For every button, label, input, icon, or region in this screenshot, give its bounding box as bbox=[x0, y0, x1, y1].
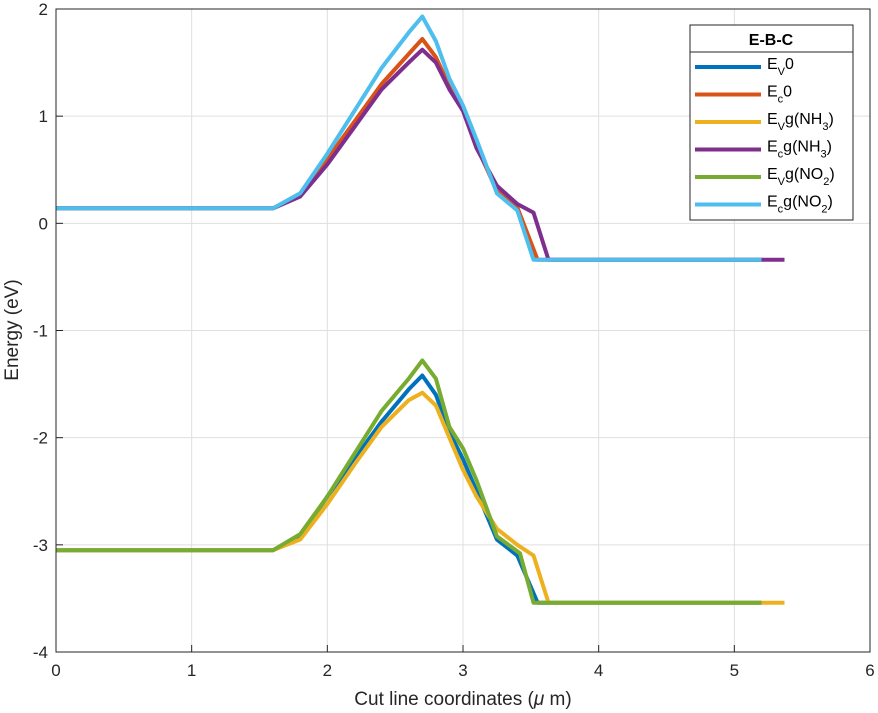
y-tick-label-3: -1 bbox=[33, 322, 48, 341]
y-tick-label-0: 2 bbox=[39, 0, 48, 19]
y-axis-title: Energy (eV) bbox=[2, 279, 23, 380]
legend-title: E-B-C bbox=[749, 32, 794, 49]
series-line-3 bbox=[56, 47, 785, 262]
series-line-5 bbox=[56, 14, 762, 262]
y-tick-label-6: -4 bbox=[33, 643, 48, 662]
series-line-2 bbox=[56, 390, 785, 605]
legend-label-0: EV0 bbox=[767, 56, 794, 78]
tick-labels: 0 1 2 3 4 5 6 2 1 0 -1 -2 -3 -4 bbox=[33, 0, 875, 680]
legend: E-B-C EV0 Ec0 EVg(NH3) Ecg(NH3) EVg(NO2) Ecg(… bbox=[689, 24, 854, 221]
x-tick-label-5: 5 bbox=[730, 661, 739, 680]
y-tick-label-5: -3 bbox=[33, 536, 48, 555]
x-tick-label-6: 6 bbox=[865, 661, 874, 680]
legend-label-1: Ec0 bbox=[767, 84, 792, 106]
legend-entries: EV0 Ec0 EVg(NH3) Ecg(NH3) EVg(NO2) Ecg(NO2) bbox=[695, 56, 835, 216]
axes bbox=[55, 8, 871, 653]
series-line-4 bbox=[56, 358, 762, 605]
x-tick-label-1: 1 bbox=[187, 661, 196, 680]
series-line-0 bbox=[56, 373, 762, 605]
series-layer bbox=[56, 14, 785, 605]
series-line-1 bbox=[56, 37, 762, 262]
x-tick-label-4: 4 bbox=[594, 661, 603, 680]
x-tick-label-3: 3 bbox=[458, 661, 467, 680]
legend-label-4: EVg(NO2) bbox=[767, 166, 835, 188]
y-tick-label-1: 1 bbox=[39, 107, 48, 126]
x-axis-title: Cut line coordinates (μ m) bbox=[354, 689, 571, 710]
legend-label-2: EVg(NH3) bbox=[767, 111, 834, 133]
y-tick-label-2: 0 bbox=[39, 214, 48, 233]
x-tick-label-0: 0 bbox=[51, 661, 60, 680]
legend-label-3: Ecg(NH3) bbox=[767, 139, 832, 161]
legend-label-5: Ecg(NO2) bbox=[767, 194, 833, 216]
y-tick-label-4: -2 bbox=[33, 429, 48, 448]
x-tick-label-2: 2 bbox=[323, 661, 332, 680]
